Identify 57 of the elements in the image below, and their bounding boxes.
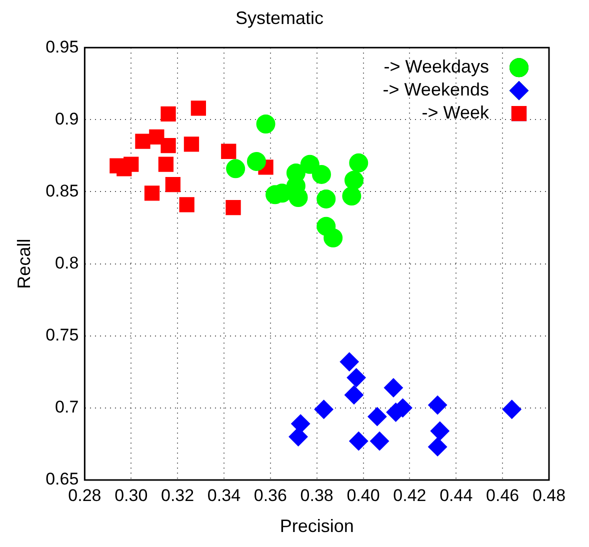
point xyxy=(430,421,450,440)
point xyxy=(342,186,362,206)
point xyxy=(160,138,176,154)
x-tick-label: 0.42 xyxy=(393,486,426,505)
point xyxy=(428,396,448,415)
x-axis-title: Precision xyxy=(280,516,354,536)
point xyxy=(179,197,194,212)
point xyxy=(226,159,246,178)
x-tick-label: 0.44 xyxy=(440,486,473,505)
x-tick-label: 0.40 xyxy=(346,486,380,505)
point xyxy=(226,200,241,216)
point xyxy=(246,152,266,171)
point xyxy=(314,400,334,419)
legend-label: -> Weekends xyxy=(382,80,489,100)
point xyxy=(256,114,276,134)
y-axis-title: Recall xyxy=(14,238,34,289)
x-tick-label: 0.46 xyxy=(486,486,520,505)
y-tick-label: 0.8 xyxy=(55,253,79,272)
point xyxy=(344,170,364,190)
point xyxy=(144,186,160,201)
point xyxy=(184,136,200,152)
point xyxy=(221,144,236,159)
point xyxy=(135,134,150,149)
point xyxy=(312,164,331,184)
point xyxy=(324,228,343,248)
y-tick-label: 0.95 xyxy=(46,37,79,56)
chart-title: Systematic xyxy=(235,8,324,28)
point xyxy=(340,352,359,372)
point xyxy=(370,432,390,451)
point xyxy=(384,378,403,398)
point xyxy=(502,400,522,419)
point xyxy=(346,368,366,388)
point xyxy=(316,189,336,208)
x-tick-label: 0.34 xyxy=(207,486,241,505)
legend-label: -> Weekdays xyxy=(384,56,489,77)
point xyxy=(344,385,364,404)
point xyxy=(190,100,206,116)
y-tick-label: 0.7 xyxy=(55,398,79,417)
y-tick-label: 0.75 xyxy=(46,326,79,345)
x-tick-label: 0.36 xyxy=(254,486,287,505)
y-tick-label: 0.9 xyxy=(55,109,79,128)
point xyxy=(288,427,308,446)
point xyxy=(291,414,310,434)
x-tick-label: 0.30 xyxy=(114,486,148,505)
point xyxy=(165,176,180,192)
legend-label: -> Week xyxy=(422,102,490,123)
x-tick-label: 0.48 xyxy=(532,486,566,505)
y-tick-label: 0.85 xyxy=(46,181,79,200)
point xyxy=(368,407,387,426)
point xyxy=(160,106,176,122)
point xyxy=(288,188,308,207)
point xyxy=(158,156,174,172)
point xyxy=(428,437,448,456)
x-tick-label: 0.38 xyxy=(300,486,334,505)
point xyxy=(349,153,368,172)
point xyxy=(349,432,368,451)
x-tick-label: 0.32 xyxy=(161,486,194,505)
